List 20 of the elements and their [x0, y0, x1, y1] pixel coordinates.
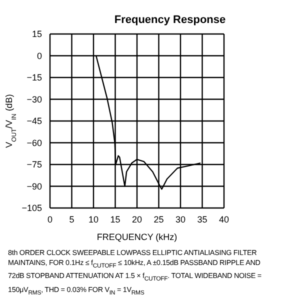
x-tick-label: 20: [132, 214, 142, 224]
x-tick-label: 30: [175, 214, 186, 224]
x-tick-label: 10: [88, 214, 99, 224]
y-tick-label: −105: [22, 203, 42, 214]
x-axis-title: FREQUENCY (kHz): [96, 232, 178, 242]
y-tick-label: −60: [26, 138, 42, 148]
x-tick-label: 35: [197, 214, 208, 224]
x-tick-label: 0: [47, 214, 53, 224]
x-tick-label: 15: [110, 214, 120, 224]
chart-title: Frequency Response: [113, 13, 227, 28]
y-tick-label: 0: [36, 50, 42, 61]
x-tick-label: 40: [218, 214, 230, 224]
y-tick-label: −15: [26, 72, 42, 83]
y-tick-label: −75: [26, 160, 42, 170]
x-tick-label: 25: [154, 214, 164, 224]
x-tick-label: 5: [69, 214, 74, 224]
y-tick-label: −30: [26, 94, 42, 104]
y-tick-label: −45: [26, 116, 42, 126]
y-tick-label: −90: [26, 181, 42, 192]
y-tick-label: 15: [32, 29, 42, 40]
